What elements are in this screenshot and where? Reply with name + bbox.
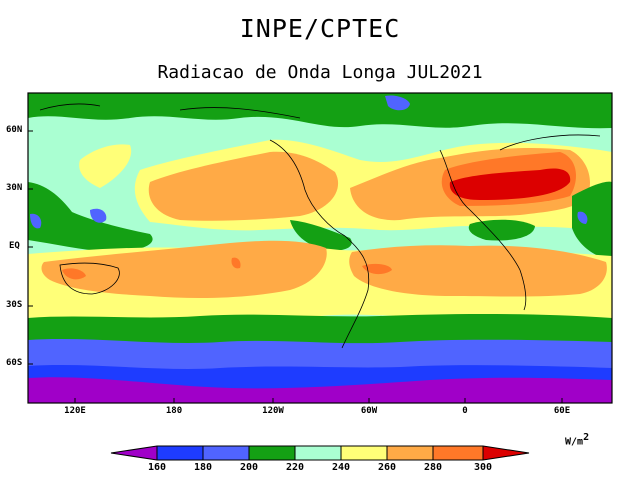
colorbar-swatch-160-180 <box>157 446 203 460</box>
band-220-north <box>28 93 612 129</box>
colorbar-label-240: 240 <box>331 462 351 473</box>
coastlines <box>39 103 601 349</box>
cell-300-south-a <box>62 268 86 280</box>
band-280-south-pacific <box>41 240 327 298</box>
cell-320-sahara <box>449 168 571 200</box>
colorbar-swatch-180-200 <box>203 446 249 460</box>
map-subtitle: Radiacao de Onda Longa JUL2021 <box>157 62 483 83</box>
cell-200-north <box>385 95 410 111</box>
colorbar-swatch-280-300 <box>433 446 483 460</box>
colorbar-label-180: 180 <box>193 462 213 473</box>
cell-220-maritime <box>28 182 153 252</box>
map-title: INPE/CPTEC <box>239 14 401 43</box>
colorbar-swatch-below-160 <box>111 446 157 460</box>
band-280-north <box>148 151 339 221</box>
colorbar-swatch-240-260 <box>341 446 387 460</box>
colorbar-label-280: 280 <box>423 462 443 473</box>
units-exponent: 2 <box>583 432 590 443</box>
cell-220-americas <box>290 220 352 251</box>
cell-260-nw <box>79 144 132 188</box>
lon-label-120e: 120E <box>64 406 86 416</box>
colorbar-label-160: 160 <box>147 462 167 473</box>
units-label: W/m2 <box>565 432 589 447</box>
cell-220-africa <box>468 219 535 241</box>
colorbar-swatch-above-300 <box>483 446 529 460</box>
units-base: W/m <box>565 436 584 448</box>
colorbar-label-220: 220 <box>285 462 305 473</box>
cell-200-b <box>30 213 42 229</box>
axis-ticks <box>28 130 563 403</box>
lat-label-eq: EQ <box>9 241 20 251</box>
cell-200-a <box>90 208 107 223</box>
colorbar-swatch-200-220 <box>249 446 295 460</box>
colorbar-label-200: 200 <box>239 462 259 473</box>
lat-label-60n: 60N <box>6 125 23 135</box>
cell-200-c <box>577 211 588 224</box>
cell-220-east <box>572 181 612 260</box>
olr-field <box>28 93 612 403</box>
lon-label-60w: 60W <box>360 406 378 416</box>
colorbar <box>110 445 530 461</box>
lon-label-120w: 120W <box>262 406 284 416</box>
band-160-south <box>28 377 612 403</box>
cell-300-south-c <box>231 257 241 269</box>
colorbar-swatch-260-280 <box>387 446 433 460</box>
lon-label-60e: 60E <box>553 406 571 416</box>
lon-label-0: 0 <box>462 406 468 416</box>
map-frame <box>27 92 613 404</box>
band-280-south-atlantic <box>349 245 607 297</box>
cell-300-south-b <box>362 263 392 275</box>
colorbar-swatch-220-240 <box>295 446 341 460</box>
lat-label-30s: 30S <box>6 300 23 310</box>
lon-label-180: 180 <box>165 406 183 416</box>
colorbar-label-260: 260 <box>377 462 397 473</box>
lat-label-60s: 60S <box>6 358 23 368</box>
colorbar-label-300: 300 <box>473 462 493 473</box>
lat-label-30n: 30N <box>6 183 23 193</box>
